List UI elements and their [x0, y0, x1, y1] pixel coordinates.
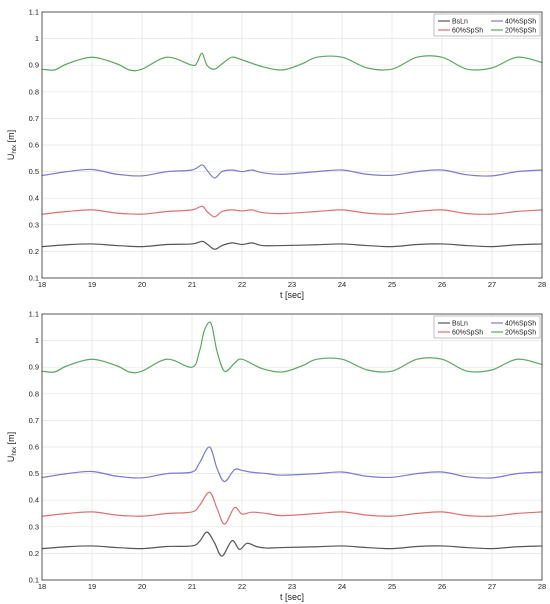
legend-label: BsLn: [452, 321, 468, 328]
axes-box: [41, 313, 543, 581]
y-axis-label: Uhtx [m]: [6, 432, 18, 462]
y-tick-label: 0.7: [29, 114, 39, 123]
series-line-bsln: [41, 531, 543, 557]
y-tick-label: 0.6: [29, 443, 39, 452]
legend-label: 60%SpSh: [452, 330, 483, 337]
series-lines: [41, 52, 543, 250]
y-tick-label: 0.6: [29, 141, 39, 150]
x-tick-label: 19: [88, 280, 96, 289]
y-tick-label: 0.3: [29, 522, 39, 531]
legend: BsLn 40%SpSh 60%SpSh 20%SpSh: [433, 13, 541, 37]
x-tick-label: 22: [238, 280, 246, 289]
series-line-40pctspsh: [41, 164, 543, 179]
y-tick-label: 0.8: [29, 389, 39, 398]
y-tick-label: 1.1: [29, 8, 39, 17]
x-tick-label: 22: [238, 582, 246, 591]
y-tick-label: 0.9: [29, 61, 39, 70]
series-line-20pctspsh: [41, 321, 543, 374]
legend-box: [433, 13, 541, 37]
y-tick-label: 0.4: [29, 496, 39, 505]
x-tick-label: 24: [338, 582, 346, 591]
x-tick-label: 28: [538, 280, 546, 289]
x-tick-labels: 18 19 20 21 22 23 24 25 26 27 28: [38, 280, 546, 289]
x-tick-label: 23: [288, 280, 296, 289]
x-tick-label: 25: [388, 280, 396, 289]
x-tick-label: 26: [438, 582, 446, 591]
x-tick-labels: 18 19 20 21 22 23 24 25 26 27 28: [38, 582, 546, 591]
chart-panel-2: 18 19 20 21 22 23 24 25 26 27 28 0.1 0.2 0.3 0.4 0.5 0.6…: [6, 310, 546, 603]
x-tick-label: 24: [338, 280, 346, 289]
legend-box: [433, 315, 541, 339]
x-tick-label: 19: [88, 582, 96, 591]
x-tick-label: 21: [188, 582, 196, 591]
y-tick-label: 0.3: [29, 220, 39, 229]
y-tick-label: 0.7: [29, 416, 39, 425]
y-tick-label: 0.2: [29, 549, 39, 558]
y-tick-label: 0.1: [29, 274, 39, 283]
legend: BsLn 40%SpSh 60%SpSh 20%SpSh: [433, 315, 541, 339]
legend-label: 40%SpSh: [505, 321, 536, 328]
series-line-bsln: [41, 240, 543, 250]
chart-panel-1: 18 19 20 21 22 23 24 25 26 27 28 0.1 0.2 0.3 0.4 0.5 0.6…: [6, 8, 546, 301]
y-tick-labels: 0.1 0.2 0.3 0.4 0.5 0.6 0.7 0.8 0.9 1 1.1: [29, 8, 39, 283]
x-tick-label: 28: [538, 582, 546, 591]
x-axis-label: t [sec]: [280, 290, 304, 300]
series-line-60pctspsh: [41, 491, 543, 525]
x-tick-label: 18: [38, 280, 46, 289]
y-tick-label: 0.5: [29, 167, 39, 176]
y-tick-label: 1: [35, 34, 39, 43]
axes-box: [41, 11, 543, 279]
series-line-60pctspsh: [41, 205, 543, 218]
x-tick-label: 27: [488, 582, 496, 591]
x-tick-label: 27: [488, 280, 496, 289]
legend-label: BsLn: [452, 19, 468, 26]
y-tick-label: 1: [35, 336, 39, 345]
x-axis-label: t [sec]: [280, 592, 304, 602]
series-lines: [41, 321, 543, 557]
x-tick-label: 21: [188, 280, 196, 289]
y-tick-label: 1.1: [29, 310, 39, 319]
y-tick-label: 0.9: [29, 363, 39, 372]
x-tick-label: 20: [138, 280, 146, 289]
series-line-40pctspsh: [41, 446, 543, 483]
legend-label: 60%SpSh: [452, 28, 483, 35]
y-axis-label: Uhtx [m]: [6, 130, 18, 160]
y-tick-label: 0.1: [29, 576, 39, 585]
x-tick-label: 23: [288, 582, 296, 591]
legend-label: 20%SpSh: [505, 330, 536, 337]
y-tick-labels: 0.1 0.2 0.3 0.4 0.5 0.6 0.7 0.8 0.9 1 1.1: [29, 310, 39, 585]
series-line-20pctspsh: [41, 52, 543, 72]
y-tick-label: 0.4: [29, 194, 39, 203]
y-tick-label: 0.2: [29, 247, 39, 256]
x-tick-label: 18: [38, 582, 46, 591]
x-tick-label: 20: [138, 582, 146, 591]
x-tick-label: 26: [438, 280, 446, 289]
legend-label: 20%SpSh: [505, 28, 536, 35]
x-tick-label: 25: [388, 582, 396, 591]
y-tick-label: 0.8: [29, 87, 39, 96]
y-tick-label: 0.5: [29, 469, 39, 478]
legend-label: 40%SpSh: [505, 19, 536, 26]
